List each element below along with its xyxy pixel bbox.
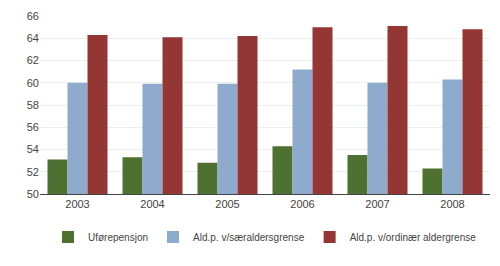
svg-text:2008: 2008 bbox=[440, 198, 464, 210]
svg-text:54: 54 bbox=[27, 143, 39, 155]
svg-text:2007: 2007 bbox=[365, 198, 389, 210]
svg-text:62: 62 bbox=[27, 54, 39, 66]
svg-text:56: 56 bbox=[27, 121, 39, 133]
svg-text:58: 58 bbox=[27, 99, 39, 111]
svg-text:2005: 2005 bbox=[215, 198, 239, 210]
svg-text:64: 64 bbox=[27, 32, 39, 44]
svg-text:50: 50 bbox=[27, 188, 39, 200]
svg-text:66: 66 bbox=[27, 10, 39, 22]
svg-text:60: 60 bbox=[27, 77, 39, 89]
svg-text:52: 52 bbox=[27, 166, 39, 178]
svg-text:Ald.p. v/særaldersgrense: Ald.p. v/særaldersgrense bbox=[193, 232, 305, 243]
svg-text:2006: 2006 bbox=[290, 198, 314, 210]
svg-text:Uførepensjon: Uførepensjon bbox=[88, 232, 148, 243]
svg-text:2003: 2003 bbox=[65, 198, 89, 210]
svg-text:Ald.p. v/ordinær aldergrense: Ald.p. v/ordinær aldergrense bbox=[350, 232, 477, 243]
svg-text:2004: 2004 bbox=[140, 198, 164, 210]
